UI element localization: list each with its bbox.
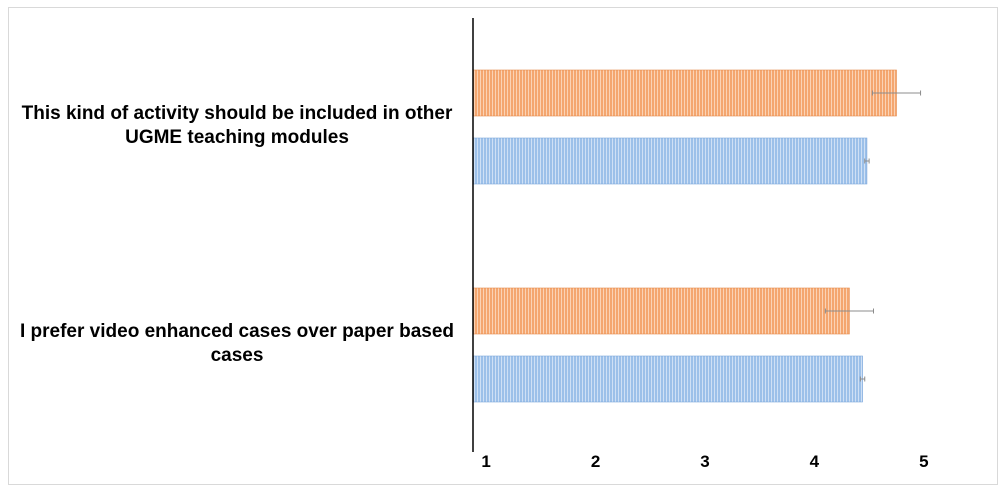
x-tick-label-3: 3 <box>700 452 709 471</box>
error-bar-series1-cat0 <box>864 158 870 164</box>
x-tick-label-5: 5 <box>919 452 928 471</box>
x-tick-label-2: 2 <box>591 452 600 471</box>
bar-series1-cat1 <box>472 355 863 403</box>
x-tick-label-1: 1 <box>481 452 490 471</box>
bar-series0-cat0 <box>472 69 897 117</box>
bar-series0-cat1 <box>472 287 850 335</box>
category-label-0: This kind of activity should be included… <box>21 103 453 148</box>
bar-series1-cat0 <box>472 137 868 185</box>
error-bar-series0-cat0 <box>871 90 922 96</box>
category-label-1: I prefer video enhanced cases over paper… <box>19 321 455 366</box>
error-bar-series0-cat1 <box>824 308 874 314</box>
x-tick-label-4: 4 <box>810 452 820 471</box>
error-bar-series1-cat1 <box>859 376 866 382</box>
